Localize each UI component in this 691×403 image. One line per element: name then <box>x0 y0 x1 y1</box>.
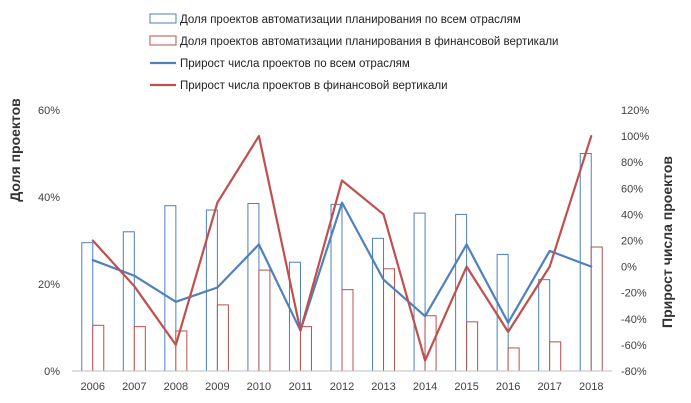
y-right-tick-label: 100% <box>621 131 649 143</box>
y-right-tick-label: 60% <box>621 183 643 195</box>
legend-label: Доля проектов автоматизации планирования… <box>180 36 558 48</box>
bars-layer <box>81 153 603 372</box>
bar-series <box>92 246 603 372</box>
legend-item: Доля проектов автоматизации планирования… <box>149 35 558 48</box>
legend-swatch-bar <box>149 13 177 24</box>
bar <box>247 203 260 372</box>
x-tick-label: 2013 <box>371 381 395 393</box>
x-tick-label: 2006 <box>81 381 105 393</box>
y-right-tick-label: 0% <box>621 262 637 274</box>
bar <box>299 326 312 372</box>
line-series <box>91 135 593 362</box>
bar <box>122 231 135 372</box>
bar <box>590 246 603 372</box>
bar <box>341 289 354 372</box>
y-right-tick-label: -20% <box>621 288 647 300</box>
y-right-tick-label: -80% <box>621 366 647 378</box>
legend-item: Прирост числа проектов по всем отраслям <box>150 58 410 70</box>
bar <box>133 326 146 372</box>
bar <box>466 321 479 372</box>
x-tick-label: 2007 <box>122 381 146 393</box>
bar <box>81 242 94 372</box>
y-axis-right-title: Прирост числа проектов <box>659 156 675 328</box>
y-left-tick-label: 0% <box>44 366 60 378</box>
bar <box>549 341 562 372</box>
y-right-tick-label: 120% <box>621 105 649 117</box>
x-tick-label: 2014 <box>413 381 437 393</box>
y-left-tick-label: 60% <box>38 105 60 117</box>
x-tick-label: 2010 <box>247 381 271 393</box>
y-axis-left-title: Доля проектов <box>7 98 23 202</box>
y-left-tick-label: 20% <box>38 279 60 291</box>
bar <box>92 324 105 372</box>
bar <box>455 213 468 372</box>
legend-item: Доля проектов автоматизации планирования… <box>149 13 521 26</box>
axes-layer: 2006 2007 2008 2009 2010 2011 2012 2013 2014 2015… <box>38 105 649 393</box>
y-left-tick-label: 40% <box>38 192 60 204</box>
y-right-tick-label: 40% <box>621 209 643 221</box>
x-tick-label: 2015 <box>454 381 478 393</box>
y-right-tick-label: -40% <box>621 314 647 326</box>
bar <box>372 237 385 372</box>
bar <box>164 205 177 372</box>
legend-label: Доля проектов автоматизации планирования… <box>180 14 521 26</box>
x-tick-label: 2016 <box>496 381 520 393</box>
y-right-tick-label: 80% <box>621 157 643 169</box>
x-tick-label: 2011 <box>289 381 313 393</box>
x-tick-label: 2012 <box>330 381 354 393</box>
legend-swatch-bar <box>149 35 177 46</box>
bar <box>538 279 551 372</box>
x-tick-label: 2009 <box>205 381 229 393</box>
bar <box>413 212 426 372</box>
legend-item: Прирост числа проектов в финансовой верт… <box>150 80 448 92</box>
x-tick-label: 2017 <box>537 381 561 393</box>
bar <box>258 269 271 372</box>
legend-label: Прирост числа проектов по всем отраслям <box>180 58 410 70</box>
lines-layer <box>91 135 593 362</box>
bar <box>424 315 437 372</box>
bar <box>216 304 229 372</box>
y-right-tick-label: 20% <box>621 236 643 248</box>
y-right-tick-label: -60% <box>621 340 647 352</box>
x-tick-label: 2018 <box>579 381 603 393</box>
bar-series <box>81 153 592 372</box>
legend: Доля проектов автоматизации планирования… <box>149 13 558 92</box>
bar <box>507 347 520 372</box>
legend-label: Прирост числа проектов в финансовой верт… <box>180 80 448 92</box>
line-series <box>91 201 593 332</box>
x-tick-label: 2008 <box>164 381 188 393</box>
